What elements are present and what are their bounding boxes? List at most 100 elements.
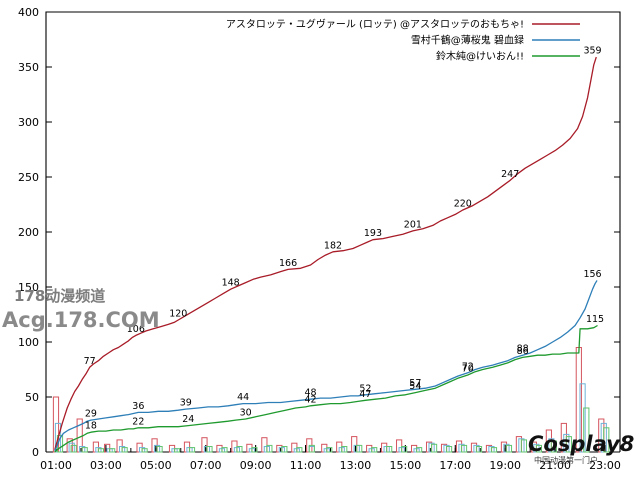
histogram-bar [401, 446, 408, 453]
histogram-bar [188, 447, 196, 453]
histogram-bar [603, 427, 610, 453]
histogram-bar [490, 447, 498, 453]
histogram-bar [236, 446, 243, 453]
data-point-label: 77 [84, 356, 96, 367]
legend-label: 鈴木純@けいおん!! [436, 50, 524, 63]
histogram-bar [520, 439, 528, 453]
watermark-cn-bottom: 中国动漫第一门户 [534, 456, 598, 465]
histogram-bar [386, 446, 393, 453]
x-tick-label: 11:00 [290, 459, 322, 472]
data-point-label: 47 [359, 389, 371, 400]
histogram-bar [121, 447, 128, 453]
legend-label: 雪村千鶴@薄桜鬼 碧血録 [411, 34, 524, 47]
x-tick-label: 15:00 [390, 459, 422, 472]
histogram-bar [416, 447, 423, 453]
watermark-url: Acg.178.COM [2, 308, 160, 332]
x-tick-label: 01:00 [40, 459, 72, 472]
data-point-label: 54 [409, 381, 421, 392]
x-tick-label: 17:00 [439, 459, 471, 472]
histogram-bar [475, 446, 483, 453]
data-point-label: 30 [240, 408, 252, 419]
data-point-label: 359 [583, 46, 601, 57]
histogram-bar [97, 448, 105, 453]
y-tick-label: 300 [18, 116, 39, 129]
data-point-label: 201 [404, 219, 422, 230]
data-point-label: 70 [462, 364, 474, 375]
x-tick-label: 23:00 [589, 459, 621, 472]
histogram-bar [156, 446, 163, 453]
data-point-label: 182 [324, 240, 342, 251]
series-line [54, 324, 598, 453]
y-tick-label: 150 [18, 281, 39, 294]
histogram-bar [430, 443, 438, 453]
histogram-bar [371, 447, 378, 453]
data-point-label: 115 [586, 314, 604, 325]
data-point-label: 22 [132, 416, 144, 427]
data-point-label: 166 [279, 258, 297, 269]
legend-label: アスタロッテ・ユグヴァール (ロッテ) @アスタロッテのおもちゃ! [226, 18, 524, 31]
histogram-bar [206, 446, 213, 453]
data-point-label: 36 [132, 401, 144, 412]
histogram-bar [173, 448, 181, 453]
data-point-label: 120 [169, 309, 187, 320]
data-point-label: 193 [364, 228, 382, 239]
histogram-bar [341, 446, 348, 453]
histogram-bar [68, 442, 75, 453]
x-tick-label: 09:00 [240, 459, 272, 472]
y-tick-label: 200 [18, 226, 39, 239]
data-point-label: 106 [127, 324, 145, 335]
histogram-bar [579, 383, 586, 453]
histogram-bar [505, 444, 513, 453]
histogram-bar [308, 444, 315, 453]
data-point-label: 48 [304, 388, 316, 399]
plot-frame [45, 11, 621, 452]
histogram-bar [356, 444, 363, 453]
data-point-label: 18 [85, 421, 97, 432]
data-point-label: 29 [85, 409, 97, 420]
data-point-label: 148 [222, 278, 240, 289]
x-tick-label: 19:00 [489, 459, 521, 472]
series-line [54, 56, 597, 450]
data-point-label: 88 [517, 344, 529, 355]
watermark-brand: Cosplay8 [528, 432, 635, 456]
data-point-label: 247 [501, 169, 519, 180]
x-tick-label: 05:00 [140, 459, 172, 472]
data-point-label: 44 [237, 392, 249, 403]
y-tick-label: 400 [18, 6, 39, 19]
histogram-bar [266, 444, 273, 453]
histogram-bar [460, 444, 468, 453]
histogram-bar [141, 448, 148, 453]
x-tick-label: 21:00 [539, 459, 571, 472]
histogram-bar [565, 436, 572, 453]
series-line [54, 280, 598, 452]
y-tick-label: 100 [18, 336, 39, 349]
data-point-label: 57 [409, 378, 421, 389]
data-point-label: 24 [182, 414, 194, 425]
x-tick-label: 07:00 [190, 459, 222, 472]
data-point-label: 52 [359, 383, 371, 394]
data-point-label: 156 [583, 269, 601, 280]
histogram-bar [109, 448, 116, 453]
histogram-bar [281, 446, 288, 453]
histogram-bar [251, 447, 258, 453]
data-point-label: 42 [304, 394, 316, 405]
histogram-bar [326, 447, 333, 453]
y-tick-label: 350 [18, 61, 39, 74]
data-point-label: 39 [180, 398, 192, 409]
y-tick-label: 50 [25, 391, 39, 404]
data-point-label: 72 [462, 361, 474, 372]
histogram-bar [583, 407, 590, 453]
histogram-bar [445, 446, 453, 453]
histogram-bar [550, 440, 557, 453]
data-point-label: 86 [517, 346, 529, 357]
y-tick-label: 0 [32, 446, 39, 459]
histogram-bar [70, 444, 77, 453]
histogram-bar [81, 447, 88, 453]
histogram-bar [296, 447, 303, 453]
y-tick-label: 250 [18, 171, 39, 184]
data-point-label: 220 [454, 199, 472, 210]
x-tick-label: 13:00 [340, 459, 372, 472]
histogram-bar [535, 444, 542, 453]
